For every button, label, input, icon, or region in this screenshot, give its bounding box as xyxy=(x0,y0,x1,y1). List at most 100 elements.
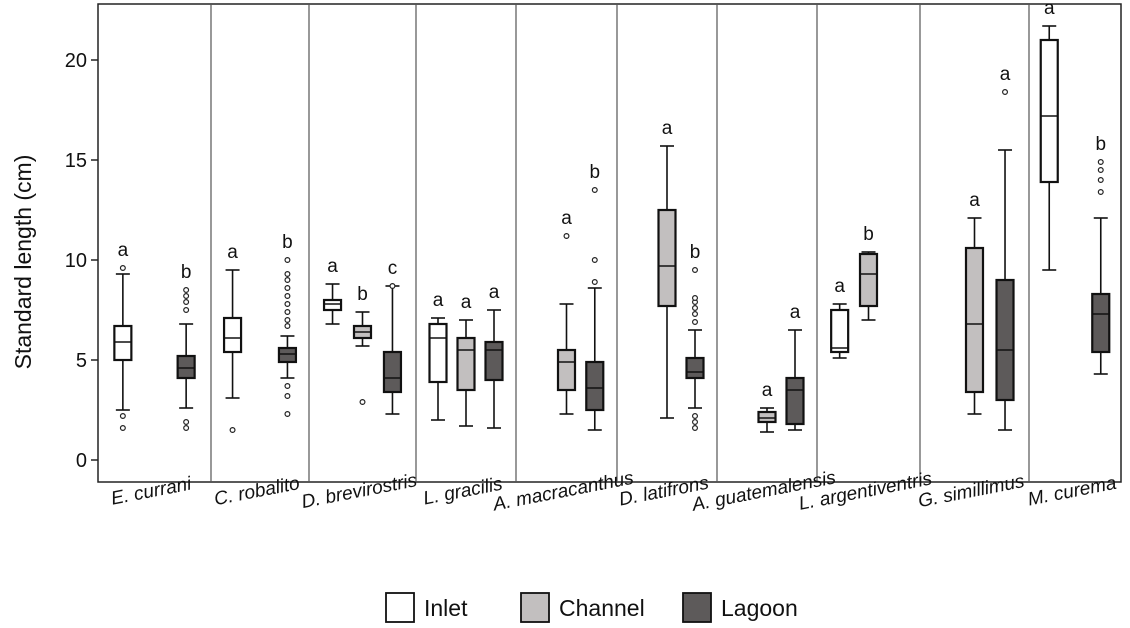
plot-frame xyxy=(97,3,1122,483)
species-panel: a b C. robalito xyxy=(212,232,301,510)
iqr-box xyxy=(657,208,677,308)
iqr-box xyxy=(585,360,605,412)
outlier-point xyxy=(691,413,698,420)
box-lagoon: b xyxy=(685,242,705,432)
outlier-point xyxy=(284,323,291,330)
outlier-point xyxy=(183,307,190,314)
iqr-box xyxy=(484,340,504,382)
outlier-point xyxy=(284,411,291,418)
box-inlet: a xyxy=(222,242,243,434)
box-lagoon: a xyxy=(785,302,805,431)
outlier-point xyxy=(359,399,366,406)
outlier-point xyxy=(183,287,190,294)
legend-label: Lagoon xyxy=(721,595,798,621)
significance-letter: a xyxy=(762,380,773,401)
significance-letter: a xyxy=(561,208,572,229)
legend-item-inlet: Inlet xyxy=(385,592,468,623)
significance-letter: a xyxy=(969,190,980,211)
outlier-point xyxy=(591,257,598,264)
significance-letter: a xyxy=(118,240,129,261)
iqr-box xyxy=(176,354,196,380)
species-panel: a b E. currani xyxy=(109,240,196,510)
outlier-point xyxy=(691,267,698,274)
species-label: D. brevirostris xyxy=(300,470,420,513)
outlier-point xyxy=(183,299,190,306)
species-label: A. macracanthus xyxy=(490,468,635,516)
y-tick-label: 15 xyxy=(65,150,87,172)
iqr-box xyxy=(685,356,705,380)
iqr-box xyxy=(964,246,985,394)
outlier-point xyxy=(1097,167,1104,174)
iqr-box xyxy=(995,278,1015,402)
box-lagoon: b xyxy=(176,262,196,432)
legend-swatch xyxy=(682,592,712,623)
outlier-point xyxy=(284,277,291,284)
outlier-point xyxy=(119,265,126,272)
outlier-point xyxy=(591,187,598,194)
outlier-point xyxy=(119,413,126,420)
legend: Inlet Channel Lagoon xyxy=(385,592,798,623)
iqr-box xyxy=(1091,292,1111,354)
box-inlet: a xyxy=(428,290,448,421)
box-channel: a xyxy=(657,118,677,419)
box-channel: b xyxy=(352,284,373,406)
outlier-point xyxy=(229,427,236,434)
box-inlet: a xyxy=(1039,0,1059,271)
box-lagoon: b xyxy=(1091,134,1111,375)
outlier-point xyxy=(691,295,698,302)
species-panel: a a G. simillimus xyxy=(916,64,1026,512)
significance-letter: a xyxy=(1000,64,1011,85)
iqr-box xyxy=(277,346,298,364)
iqr-box xyxy=(113,324,133,362)
significance-letter: a xyxy=(461,292,472,313)
outlier-point xyxy=(183,293,190,300)
box-inlet: a xyxy=(113,240,133,432)
box-channel: a xyxy=(456,292,476,427)
outlier-point xyxy=(284,271,291,278)
box-inlet: a xyxy=(830,276,850,359)
axes: 0 5 10 15 20 xyxy=(65,3,1122,483)
box-lagoon: a xyxy=(995,64,1015,431)
outlier-point xyxy=(284,317,291,324)
iqr-box xyxy=(222,316,243,354)
iqr-box xyxy=(428,322,448,384)
outlier-point xyxy=(691,305,698,312)
legend-label: Channel xyxy=(559,595,645,621)
box-channel: a xyxy=(757,380,777,433)
y-tick-label: 0 xyxy=(76,450,87,472)
y-tick-label: 20 xyxy=(65,50,87,72)
box-lagoon: b xyxy=(585,162,605,431)
significance-letter: a xyxy=(327,256,338,277)
box-inlet: a xyxy=(322,256,343,325)
legend-item-lagoon: Lagoon xyxy=(682,592,798,623)
box-lagoon: a xyxy=(484,282,504,429)
legend-swatch xyxy=(385,592,415,623)
species-panel: aaA. guatemalensis xyxy=(689,302,838,516)
outlier-point xyxy=(284,285,291,292)
significance-letter: b xyxy=(690,242,701,263)
legend-item-channel: Channel xyxy=(520,592,645,623)
species-label: E. currani xyxy=(109,473,194,509)
significance-letter: b xyxy=(357,284,368,305)
box-channel: a xyxy=(556,208,577,415)
significance-letter: c xyxy=(388,258,398,279)
y-tick-label: 5 xyxy=(76,350,87,372)
species-panel: abc D. brevirostris xyxy=(300,256,420,513)
significance-letter: a xyxy=(790,302,801,323)
outlier-point xyxy=(284,383,291,390)
outlier-point xyxy=(389,283,396,290)
significance-letter: b xyxy=(181,262,192,283)
outlier-point xyxy=(1002,88,1009,95)
legend-label: Inlet xyxy=(424,595,468,621)
outlier-point xyxy=(563,233,570,240)
outlier-point xyxy=(691,425,698,432)
box-lagoon: b xyxy=(277,232,298,418)
outlier-point xyxy=(591,279,598,286)
species-panel: abD. latifrons xyxy=(617,118,711,511)
outlier-point xyxy=(691,319,698,326)
outlier-point xyxy=(284,257,291,264)
iqr-box xyxy=(456,336,476,392)
outlier-point xyxy=(284,301,291,308)
